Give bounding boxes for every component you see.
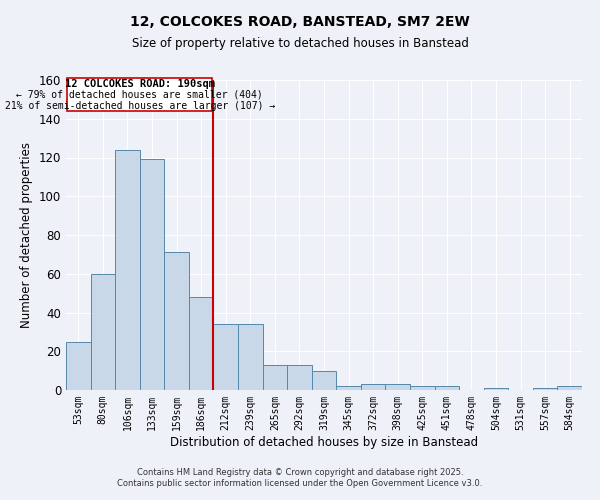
FancyBboxPatch shape	[67, 78, 212, 111]
Bar	[410, 386, 434, 390]
Bar	[140, 160, 164, 390]
Bar	[533, 388, 557, 390]
Bar	[214, 324, 238, 390]
X-axis label: Distribution of detached houses by size in Banstead: Distribution of detached houses by size …	[170, 436, 478, 448]
Text: Size of property relative to detached houses in Banstead: Size of property relative to detached ho…	[131, 38, 469, 51]
Bar	[312, 370, 336, 390]
Bar	[91, 274, 115, 390]
Bar	[336, 386, 361, 390]
Bar	[434, 386, 459, 390]
Bar	[385, 384, 410, 390]
Bar	[189, 297, 214, 390]
Text: 12 COLCOKES ROAD: 190sqm: 12 COLCOKES ROAD: 190sqm	[65, 78, 215, 88]
Text: 21% of semi-detached houses are larger (107) →: 21% of semi-detached houses are larger (…	[5, 100, 275, 110]
Text: Contains HM Land Registry data © Crown copyright and database right 2025.
Contai: Contains HM Land Registry data © Crown c…	[118, 468, 482, 487]
Bar	[238, 324, 263, 390]
Bar	[263, 365, 287, 390]
Bar	[484, 388, 508, 390]
Bar	[164, 252, 189, 390]
Bar	[361, 384, 385, 390]
Bar	[66, 342, 91, 390]
Text: ← 79% of detached houses are smaller (404): ← 79% of detached houses are smaller (40…	[16, 90, 263, 100]
Text: 12, COLCOKES ROAD, BANSTEAD, SM7 2EW: 12, COLCOKES ROAD, BANSTEAD, SM7 2EW	[130, 15, 470, 29]
Bar	[287, 365, 312, 390]
Y-axis label: Number of detached properties: Number of detached properties	[20, 142, 33, 328]
Bar	[115, 150, 140, 390]
Bar	[557, 386, 582, 390]
